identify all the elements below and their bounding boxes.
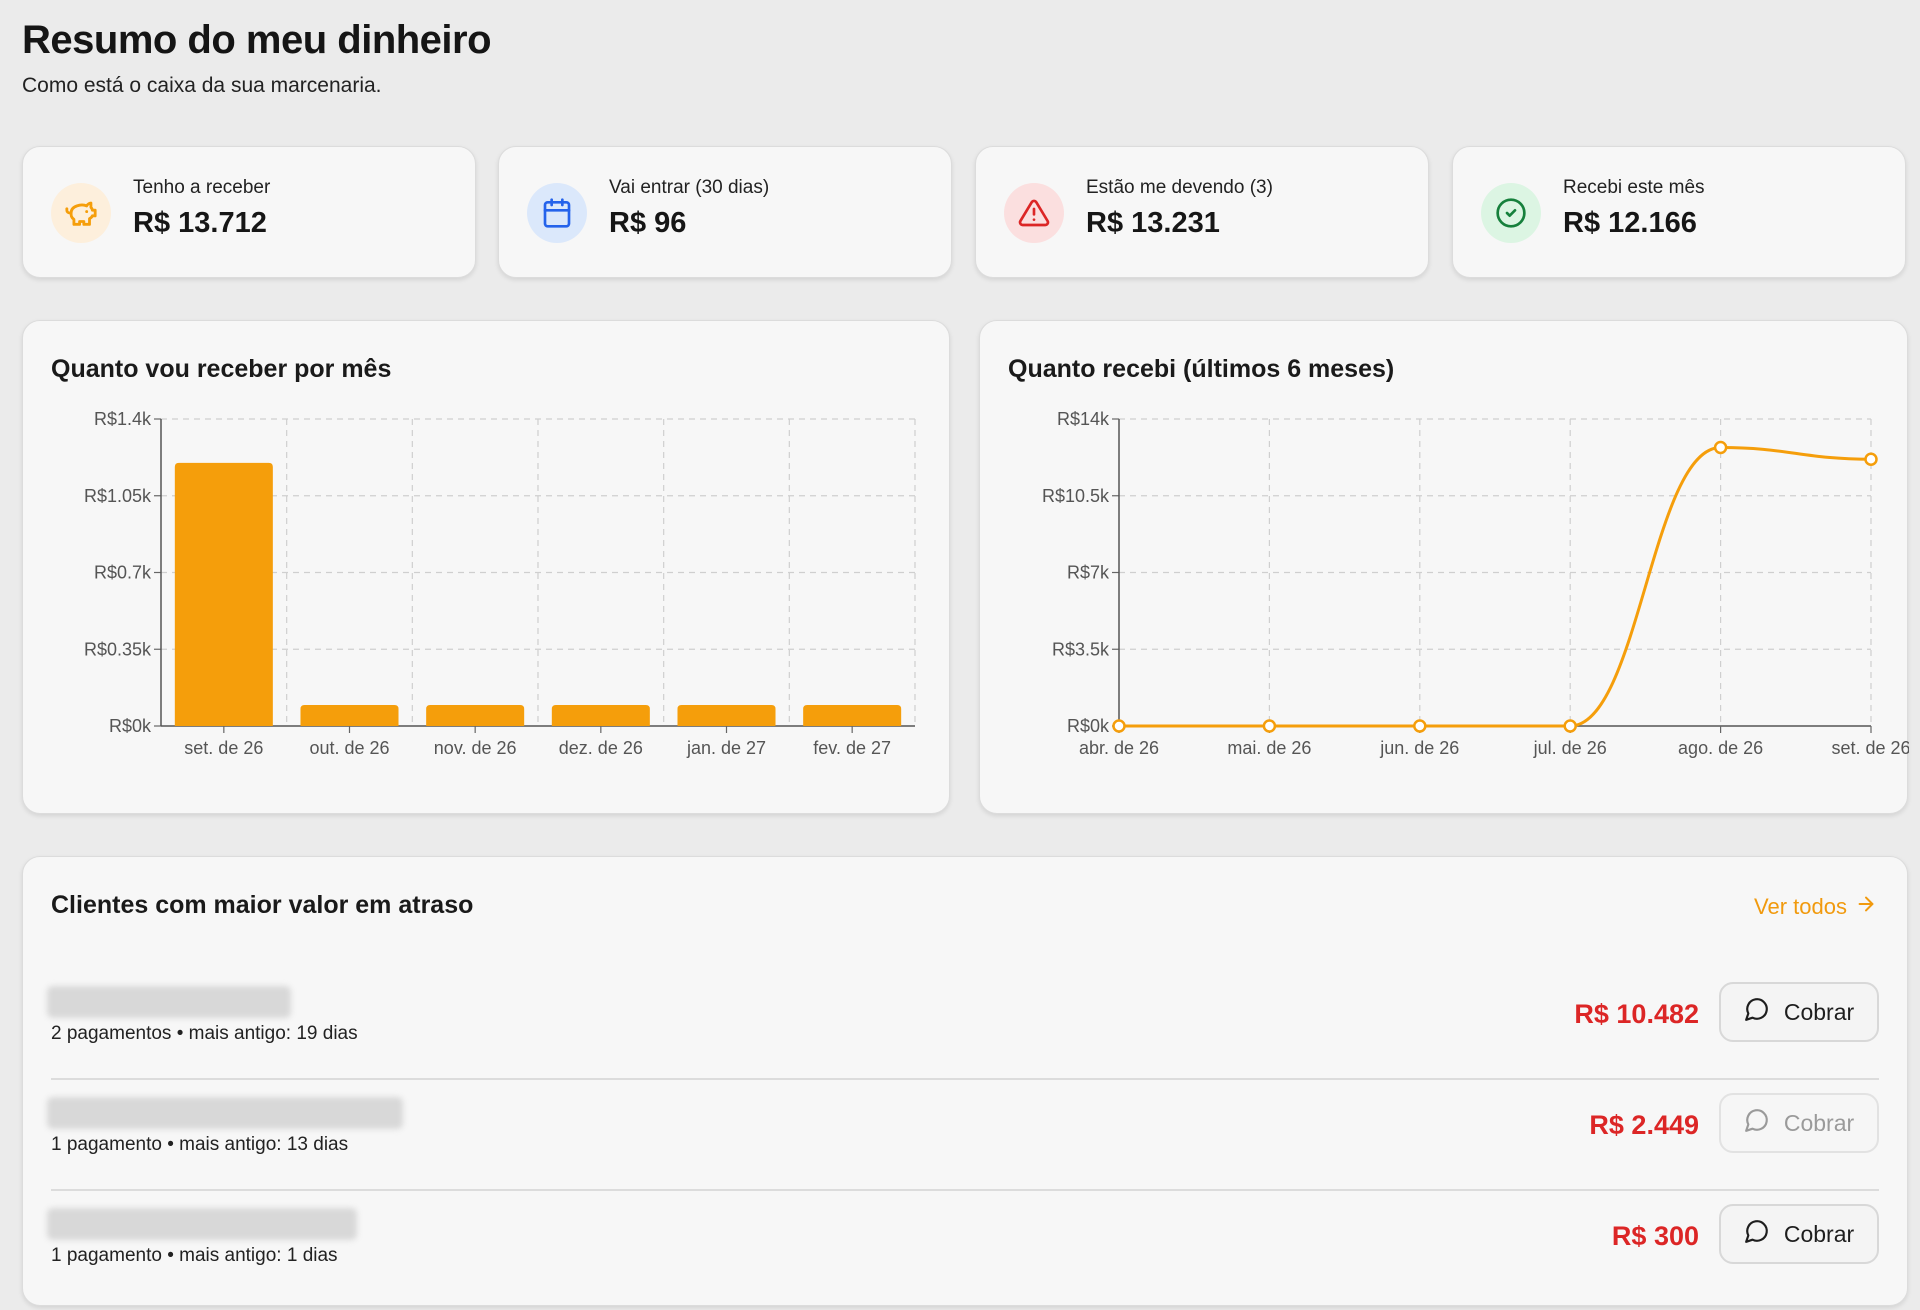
see-all-label: Ver todos	[1754, 894, 1847, 919]
x-tick-label: abr. de 26	[1079, 738, 1159, 758]
check-circle-icon	[1481, 183, 1541, 243]
x-tick-label: ago. de 26	[1678, 738, 1763, 758]
x-tick-label: jul. de 26	[1533, 738, 1607, 758]
charge-button-label: Cobrar	[1783, 1109, 1855, 1136]
bar	[803, 704, 902, 726]
message-circle-icon	[1744, 1218, 1770, 1250]
client-overdue-amount: R$ 300	[1611, 1221, 1699, 1251]
client-name-redacted: Cliente	[47, 1208, 357, 1240]
client-row: Cliente 1 pagamento • mais antigo: 1 dia…	[47, 1191, 1879, 1302]
x-tick-label: jan. de 27	[686, 738, 766, 758]
y-tick-label: R$10.5k	[1042, 486, 1110, 506]
line-chart: R$0k R$3.5k R$7k R$10.5k R$14k abr. de 26 mai.…	[1042, 409, 1909, 758]
page-title: Resumo do meu dinheiro	[22, 18, 492, 62]
message-circle-icon	[1744, 996, 1770, 1028]
client-row: Cliente 2 pagamentos • mais antigo: 19 d…	[47, 969, 1879, 1080]
client-row: Cliente 1 pagamento • mais antigo: 13 di…	[47, 1080, 1879, 1191]
x-tick-label: mai. de 26	[1227, 738, 1311, 758]
data-point	[1413, 719, 1427, 733]
y-tick-label: R$0k	[1067, 716, 1110, 736]
data-point	[1112, 719, 1126, 733]
kpi-card-received: Recebi este mês R$ 12.166	[1452, 146, 1906, 278]
client-overdue-amount: R$ 10.482	[1574, 999, 1699, 1029]
chart-title: Quanto recebi (últimos 6 meses)	[1008, 355, 1395, 383]
series-line	[1119, 446, 1872, 728]
kpi-value: R$ 13.712	[133, 207, 267, 239]
bar	[426, 704, 525, 726]
kpi-value: R$ 13.231	[1086, 207, 1220, 239]
data-point	[1864, 452, 1878, 466]
see-all-link[interactable]: Ver todos	[1754, 893, 1877, 921]
y-tick-label: R$0k	[109, 716, 152, 736]
charge-button-label: Cobrar	[1783, 998, 1855, 1025]
y-tick-label: R$14k	[1057, 409, 1110, 429]
x-tick-label: jun. de 26	[1379, 738, 1459, 758]
chart-title: Quanto vou receber por mês	[51, 355, 392, 383]
y-tick-label: R$1.4k	[94, 409, 152, 429]
y-tick-label: R$1.05k	[84, 486, 152, 506]
data-point	[1563, 719, 1577, 733]
client-meta: 1 pagamento • mais antigo: 1 dias	[51, 1245, 338, 1266]
y-tick-label: R$0.35k	[84, 639, 152, 659]
client-name-redacted: Cliente	[47, 986, 291, 1018]
x-tick-label: dez. de 26	[559, 738, 643, 758]
page-subtitle: Como está o caixa da sua marcenaria.	[22, 74, 382, 97]
chart-card-received: Quanto recebi (últimos 6 meses) R$0k R$3.…	[979, 320, 1909, 814]
overdue-clients-title: Clientes com maior valor em atraso	[51, 891, 474, 919]
arrow-right-icon	[1855, 893, 1877, 921]
kpi-label: Estão me devendo (3)	[1086, 177, 1273, 198]
kpi-value: R$ 96	[609, 207, 687, 239]
overdue-clients-card: Clientes com maior valor em atraso Ver t…	[22, 856, 1908, 1306]
chart-card-forecast: Quanto vou receber por mês R$0k R$0.35k R$…	[22, 320, 950, 814]
client-overdue-amount: R$ 2.449	[1589, 1110, 1699, 1140]
kpi-card-receivable: Tenho a receber R$ 13.712	[22, 146, 476, 278]
bar	[677, 704, 776, 726]
kpi-label: Vai entrar (30 dias)	[609, 177, 770, 198]
bar	[300, 704, 399, 726]
y-tick-label: R$7k	[1067, 563, 1110, 583]
y-tick-label: R$3.5k	[1052, 639, 1110, 659]
piggy-bank-icon	[51, 183, 111, 243]
client-meta: 2 pagamentos • mais antigo: 19 dias	[51, 1023, 358, 1044]
bar	[551, 704, 650, 726]
message-circle-icon	[1744, 1107, 1770, 1139]
charge-button-label: Cobrar	[1783, 1220, 1855, 1247]
data-point	[1713, 440, 1728, 455]
x-tick-label: out. de 26	[309, 738, 389, 758]
kpi-card-overdue: Estão me devendo (3) R$ 13.231	[975, 146, 1429, 278]
charge-button[interactable]: Cobrar	[1719, 1204, 1879, 1264]
data-point	[1262, 719, 1277, 733]
charge-button[interactable]: Cobrar	[1719, 982, 1879, 1042]
kpi-card-incoming: Vai entrar (30 dias) R$ 96	[498, 146, 952, 278]
x-tick-label: set. de 26	[1831, 738, 1909, 758]
calendar-icon	[527, 183, 587, 243]
bar-chart: R$0k R$0.35k R$0.7k R$1.05k R$1.4k set. de 26…	[84, 409, 916, 758]
kpi-label: Recebi este mês	[1563, 177, 1705, 198]
client-name-redacted: Cliente	[47, 1097, 403, 1129]
x-tick-label: fev. de 27	[813, 738, 891, 758]
x-tick-label: nov. de 26	[434, 738, 517, 758]
kpi-label: Tenho a receber	[133, 177, 271, 198]
y-tick-label: R$0.7k	[94, 563, 152, 583]
kpi-value: R$ 12.166	[1563, 207, 1697, 239]
alert-triangle-icon	[1004, 183, 1064, 243]
bar	[174, 462, 273, 726]
charge-button[interactable]: Cobrar	[1719, 1093, 1879, 1153]
client-meta: 1 pagamento • mais antigo: 13 dias	[51, 1134, 349, 1155]
x-tick-label: set. de 26	[184, 738, 263, 758]
